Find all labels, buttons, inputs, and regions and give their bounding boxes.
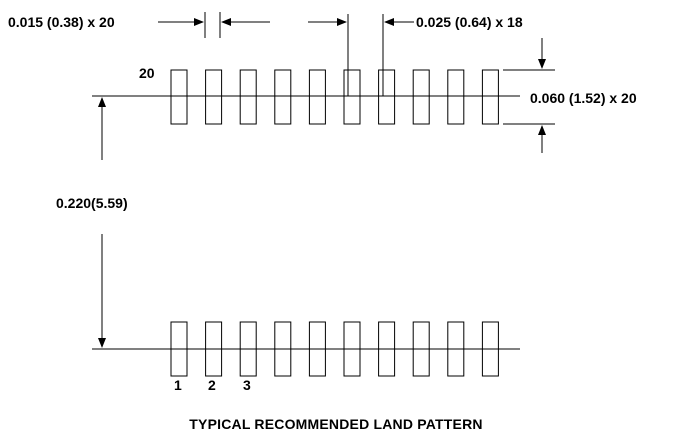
pad-width-label: 0.015 (0.38) x 20	[8, 14, 115, 30]
pin-3-label: 3	[243, 377, 251, 393]
pin-20-label: 20	[139, 65, 155, 81]
pad-width-dimension: 0.015 (0.38) x 20	[8, 12, 270, 38]
bottom-row-pad	[170, 321, 188, 377]
pad-length-label: 0.060 (1.52) x 20	[530, 90, 637, 106]
pitch-label: 0.025 (0.64) x 18	[416, 14, 523, 30]
top-row-pad	[239, 69, 257, 125]
top-row-pad	[378, 69, 396, 125]
top-row-pad	[308, 69, 326, 125]
row-spacing-dimension: 0.220(5.59)	[56, 97, 128, 348]
bottom-pad-row	[170, 321, 499, 377]
bottom-row-pad	[481, 321, 499, 377]
bottom-row-pad	[412, 321, 430, 377]
top-row-pad	[170, 69, 188, 125]
bottom-row-pad	[378, 321, 396, 377]
bottom-row-pad	[239, 321, 257, 377]
top-row-pad	[447, 69, 465, 125]
pad-length-dimension: 0.060 (1.52) x 20	[503, 38, 637, 153]
bottom-row-pad	[308, 321, 326, 377]
bottom-row-pad	[447, 321, 465, 377]
top-row-pad	[412, 69, 430, 125]
bottom-row-pad	[343, 321, 361, 377]
top-row-pad	[343, 69, 361, 125]
top-row-pad	[205, 69, 223, 125]
top-row-pad	[274, 69, 292, 125]
pin-2-label: 2	[208, 377, 216, 393]
row-spacing-label: 0.220(5.59)	[56, 195, 128, 211]
bottom-row-pad	[274, 321, 292, 377]
pin-1-label: 1	[174, 377, 182, 393]
top-pad-row	[170, 69, 499, 125]
diagram-title: TYPICAL RECOMMENDED LAND PATTERN	[189, 416, 482, 432]
top-row-pad	[481, 69, 499, 125]
bottom-row-pad	[205, 321, 223, 377]
pitch-dimension: 0.025 (0.64) x 18	[308, 14, 523, 96]
